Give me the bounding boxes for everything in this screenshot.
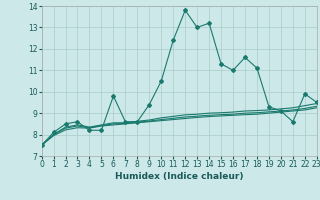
X-axis label: Humidex (Indice chaleur): Humidex (Indice chaleur) bbox=[115, 172, 244, 181]
